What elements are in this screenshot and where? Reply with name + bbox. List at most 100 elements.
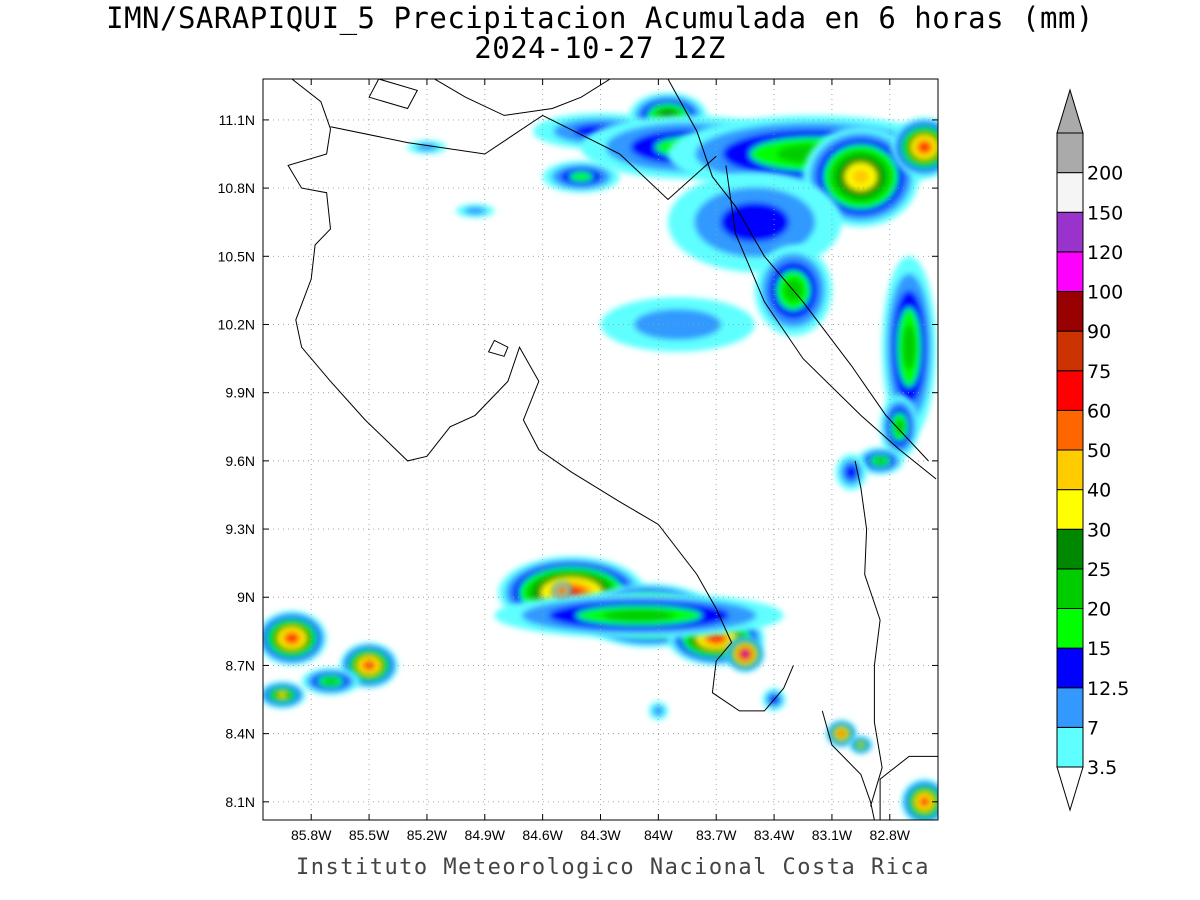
country-border — [854, 460, 883, 807]
lat-tick-label: 9.9N — [225, 385, 255, 401]
coastline — [821, 710, 875, 820]
colorbar-swatch — [1056, 132, 1084, 174]
lat-tick-label: 9.3N — [225, 521, 255, 537]
precip-contour — [560, 589, 563, 592]
colorbar-label: 3.5 — [1087, 757, 1117, 779]
precip-cell — [725, 635, 765, 673]
lat-tick-label: 10.5N — [218, 248, 255, 264]
map-subtitle-datetime: 2024-10-27 12Z — [474, 31, 726, 65]
lat-tick-label: 9N — [237, 589, 255, 605]
precip-cell — [455, 204, 495, 218]
coastlines-and-borders — [287, 79, 938, 820]
lat-tick-label: 10.2N — [218, 316, 255, 332]
lon-tick-label: 85.8W — [291, 827, 332, 843]
colorbar-swatch — [1056, 409, 1084, 451]
colorbar-swatch — [1056, 726, 1084, 768]
lat-tick-label: 8.1N — [225, 794, 255, 810]
precip-contour — [634, 309, 722, 340]
precip-contour — [720, 202, 789, 242]
colorbar-min-arrow — [1056, 766, 1084, 812]
lon-tick-label: 84W — [644, 827, 674, 843]
precip-cell — [835, 454, 867, 491]
precip-contour — [845, 465, 858, 480]
precip-cell — [263, 681, 306, 709]
colorbar-swatch — [1056, 251, 1084, 292]
colorbar-swatch — [1056, 211, 1084, 253]
colorbar-swatch — [1056, 370, 1084, 411]
lon-tick-label: 85.2W — [407, 827, 448, 843]
lat-tick-label: 8.4N — [225, 726, 255, 742]
precip-cell — [891, 117, 938, 177]
precip-contour — [874, 457, 886, 465]
precip-cell — [340, 642, 399, 689]
precip-contour — [920, 143, 929, 151]
precipitation-field — [263, 92, 938, 820]
precip-contour — [652, 705, 664, 717]
colorbar-label: 60 — [1087, 400, 1111, 422]
colorbar-label: 50 — [1087, 440, 1111, 462]
lake-outline — [487, 339, 509, 357]
lat-tick-label: 8.7N — [225, 657, 255, 673]
precip-contour — [851, 168, 870, 185]
map-title: IMN/SARAPIQUI_5 Precipitacion Acumulada … — [106, 1, 1094, 35]
colorbar-swatch — [1056, 172, 1084, 213]
colorbar-label: 200 — [1087, 163, 1123, 185]
coastline — [667, 79, 929, 462]
precip-contour — [894, 418, 905, 435]
colorbar-swatch — [1056, 489, 1084, 530]
precip-contour — [287, 634, 297, 642]
precip-contour — [278, 692, 287, 698]
precip-cell — [882, 256, 937, 439]
colorbar-legend: 3.5 7 12.5 15 20 25 30 40 50 60 75 90 100 120 150 200 — [1056, 88, 1129, 812]
lon-tick-label: 84.6W — [522, 827, 563, 843]
precip-contour — [858, 743, 863, 747]
precip-contour — [416, 143, 438, 152]
precip-cell — [826, 719, 857, 748]
colorbar-label: 40 — [1087, 480, 1111, 502]
colorbar-label: 30 — [1087, 519, 1111, 541]
precip-cell — [857, 447, 904, 475]
coastline — [433, 79, 611, 116]
lake-outline — [368, 79, 419, 110]
precip-cell — [648, 701, 668, 720]
precip-cell — [301, 667, 360, 695]
colorbar-label: 25 — [1087, 559, 1111, 581]
colorbar-label: 100 — [1087, 282, 1123, 304]
lon-tick-label: 84.3W — [580, 827, 621, 843]
colorbar-swatch — [1056, 330, 1084, 372]
precip-contour — [323, 678, 338, 685]
colorbar-swatch — [1056, 687, 1084, 728]
colorbar-swatch — [1056, 291, 1084, 332]
latitude-axis: 11.1N 10.8N 10.5N 10.2N 9.9N 9.6N 9.3N 9N 8.7N 8.… — [218, 112, 938, 810]
lon-tick-label: 83.1W — [812, 827, 853, 843]
country-border — [725, 165, 937, 480]
lat-tick-label: 9.6N — [225, 453, 255, 469]
lon-tick-label: 82.8W — [870, 827, 911, 843]
colorbar-label: 75 — [1087, 361, 1111, 383]
colorbar-label: 7 — [1087, 717, 1099, 739]
colorbar-max-arrow — [1056, 88, 1084, 134]
precip-contour — [743, 652, 748, 656]
graticule — [263, 79, 938, 820]
longitude-axis: 85.8W 85.5W 85.2W 84.9W 84.6W 84.3W 84W 83.7W 83… — [291, 79, 911, 843]
colorbar-swatch — [1056, 647, 1084, 689]
precip-contour — [603, 609, 675, 622]
colorbar-label: 20 — [1087, 599, 1111, 621]
colorbar-swatch — [1056, 528, 1084, 570]
precip-contour — [365, 662, 373, 669]
precip-contour — [902, 324, 916, 370]
precip-contour — [464, 206, 487, 215]
precip-contour — [839, 731, 844, 736]
coastline — [879, 755, 938, 820]
credit-footer: Instituto Meteorologico Nacional Costa R… — [295, 855, 931, 880]
precip-contour — [921, 798, 928, 805]
precip-cell — [901, 779, 938, 820]
precip-cell — [849, 735, 873, 755]
lat-tick-label: 10.8N — [218, 180, 255, 196]
precip-cell — [600, 297, 755, 352]
precip-contour — [710, 634, 723, 642]
lon-tick-label: 85.5W — [349, 827, 390, 843]
colorbar-label: 90 — [1087, 321, 1111, 343]
colorbar-label: 150 — [1087, 202, 1123, 224]
